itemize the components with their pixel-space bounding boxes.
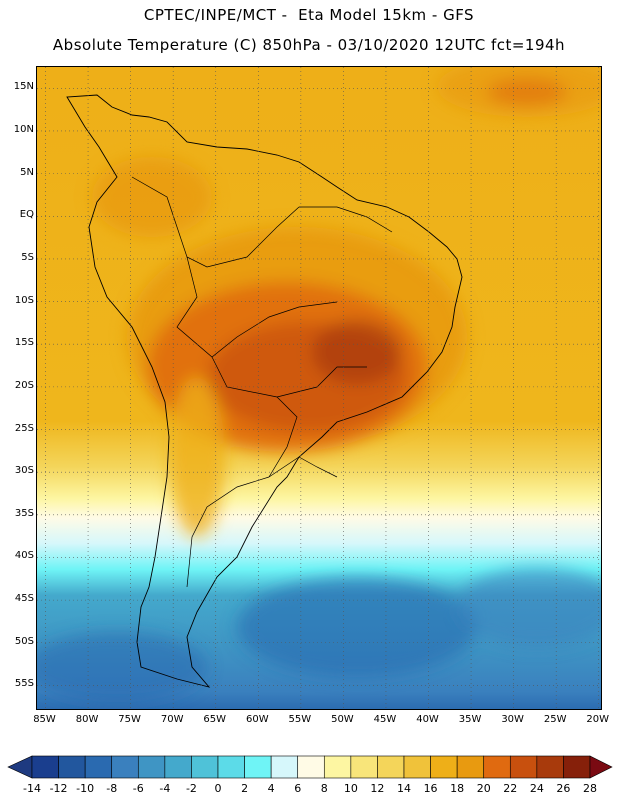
latitude-label: 30S (14, 465, 34, 477)
longitude-label: 25W (543, 714, 567, 725)
colorbar-tick-label: 2 (241, 782, 249, 795)
colorbar-tick-label: -4 (159, 782, 171, 795)
colorbar-tick-label: -2 (185, 782, 197, 795)
warm-field (92, 67, 601, 537)
cold-field (37, 567, 601, 702)
colorbar-swatch (403, 755, 431, 779)
temperature-map (37, 67, 601, 709)
colorbar-tick-label: 20 (476, 782, 491, 795)
latitude-label: 40S (14, 550, 34, 562)
colorbar-tick-label: 6 (294, 782, 302, 795)
longitude-label: 70W (160, 714, 184, 725)
colorbar-swatch (536, 755, 564, 779)
longitude-label: 50W (331, 714, 354, 725)
colorbar-tick-label: 0 (214, 782, 222, 795)
colorbar-swatch (31, 755, 59, 779)
colorbar-low-arrow (7, 755, 33, 779)
colorbar-swatch (350, 755, 378, 779)
colorbar-tick-label: -8 (106, 782, 118, 795)
colorbar-tick-label: -6 (132, 782, 144, 795)
colorbar-swatch (430, 755, 458, 779)
longitude-label: 40W (416, 714, 439, 725)
map-panel (36, 66, 602, 710)
longitude-label: 30W (501, 714, 524, 725)
latitude-label: EQ (19, 209, 34, 221)
colorbar-swatch (244, 755, 272, 779)
latitude-label: 5N (20, 166, 34, 178)
colorbar-swatch (58, 755, 86, 779)
colorbar-swatch (323, 755, 352, 779)
longitude-label: 65W (203, 714, 227, 725)
longitude-label: 85W (33, 714, 56, 725)
colorbar-swatch (297, 755, 325, 779)
colorbar-tick-label: 24 (529, 782, 544, 795)
colorbar-tick-label: -10 (76, 782, 95, 795)
longitude-label: 60W (245, 714, 269, 725)
colorbar-tick-label: 12 (370, 782, 385, 795)
colorbar-swatch (270, 755, 299, 779)
latitude-label: 45S (14, 593, 34, 605)
latitude-label: 15N (13, 81, 34, 93)
latitude-label: 15S (14, 337, 34, 349)
colorbar-tick-label: 10 (343, 782, 358, 795)
latitude-label: 20S (14, 379, 34, 391)
longitude-label: 45W (373, 714, 397, 725)
colorbar-swatch (217, 755, 245, 779)
colorbar-high-arrow (589, 755, 613, 779)
colorbar-swatch (456, 755, 485, 779)
longitude-label: 55W (288, 714, 312, 725)
colorbar-tick-label: -14 (23, 782, 41, 795)
colorbar-swatch (84, 755, 113, 779)
country-borders (131, 176, 393, 588)
coastline (66, 94, 463, 688)
longitude-label: 80W (75, 714, 99, 725)
colorbar-tick-label: 26 (556, 782, 571, 795)
latitude-label: 25S (14, 422, 34, 434)
latitude-label: 5S (21, 251, 34, 263)
longitude-label: 35W (458, 714, 482, 725)
latitude-label: 10N (13, 123, 34, 135)
colorbar-swatch (377, 755, 405, 779)
colorbar-tick-label: 4 (267, 782, 275, 795)
latitude-label: 10S (14, 294, 34, 306)
colorbar-swatch (111, 755, 139, 779)
colorbar-tick-label: 14 (397, 782, 411, 795)
colorbar-swatch (509, 755, 538, 779)
colorbar-swatch (563, 755, 591, 779)
longitude-label: 75W (118, 714, 141, 725)
gridlines (37, 67, 601, 709)
longitude-label: 20W (586, 714, 610, 725)
title-line-2: Absolute Temperature (C) 850hPa - 03/10/… (52, 36, 566, 54)
latitude-label: 50S (14, 635, 34, 647)
latitude-label: 55S (14, 678, 34, 690)
colorbar-tick-label: 18 (450, 782, 465, 795)
colorbar-tick-label: 22 (503, 782, 518, 795)
colorbar-tick-label: -12 (49, 782, 68, 795)
colorbar-tick-label: 8 (320, 782, 328, 795)
colorbar (7, 755, 613, 779)
title-line-1: CPTEC/INPE/MCT - Eta Model 15km - GFS (143, 6, 475, 24)
colorbar-tick-label: 28 (583, 782, 597, 795)
colorbar-tick-label: 16 (423, 782, 438, 795)
colorbar-swatch (137, 755, 166, 779)
colorbar-swatch (191, 755, 219, 779)
colorbar-swatch (483, 755, 511, 779)
colorbar-swatch (164, 755, 192, 779)
latitude-label: 35S (14, 507, 34, 519)
